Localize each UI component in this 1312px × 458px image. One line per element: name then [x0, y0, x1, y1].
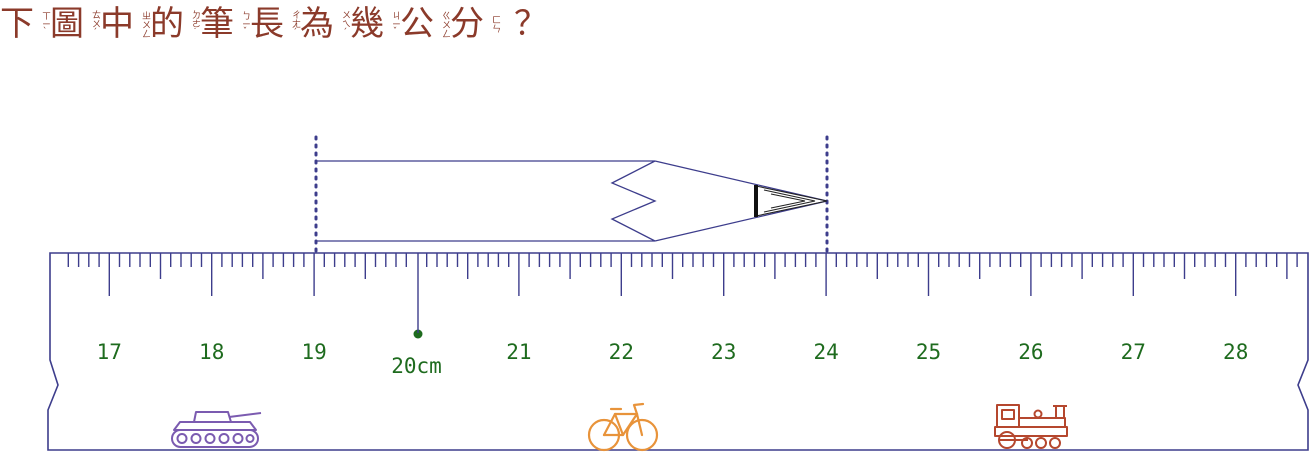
twenty-cm-marker-dot — [413, 329, 423, 339]
question-char: 幾 — [350, 4, 384, 44]
question-char: 為 — [300, 4, 334, 44]
question-char: 公 — [400, 4, 434, 44]
ruler-label: 21 — [506, 340, 531, 364]
ruler-label: 19 — [301, 340, 326, 364]
ruler-label: 27 — [1121, 340, 1146, 364]
ruler-label: 17 — [97, 340, 122, 364]
tank-icon — [171, 411, 262, 448]
question-mark: ？ — [514, 4, 548, 44]
question-zhuyin: ㄍㄨㄥ — [440, 10, 450, 38]
question-zhuyin: ㄈㄣ — [490, 15, 500, 33]
ruler-label: 24 — [813, 340, 838, 364]
question-zhuyin: ㄐㄧˇ — [390, 10, 400, 38]
ruler-body — [47, 252, 1309, 451]
question-char: 中 — [100, 4, 134, 44]
pencil-lead-lines — [755, 185, 828, 217]
ruler-label: 25 — [916, 340, 941, 364]
ruler-label: 20cm — [391, 354, 442, 378]
ruler-label: 28 — [1223, 340, 1248, 364]
question-zhuyin: ㄒㄧˋ — [40, 10, 50, 38]
question-char: 的 — [150, 4, 184, 44]
pencil-body — [316, 160, 657, 242]
locomotive-icon — [994, 404, 1068, 449]
question-char: 分 — [450, 4, 484, 44]
question-zhuyin: ㄅㄧˇ — [240, 10, 250, 38]
bicycle-icon — [587, 402, 659, 452]
ruler-labels: 17 18 19 20cm 21 22 23 24 25 26 27 28 — [97, 340, 1249, 378]
ruler-label: 22 — [609, 340, 634, 364]
question-zhuyin: ㄔㄤˊ — [290, 10, 300, 38]
ruler-label: 18 — [199, 340, 224, 364]
question-char: 筆 — [200, 4, 234, 44]
question-char: 長 — [250, 4, 284, 44]
ruler-ticks — [67, 253, 1298, 296]
question-zhuyin: ㄊㄨˊ — [90, 10, 100, 38]
question-char: 下 — [0, 4, 34, 44]
question-zhuyin: ㄨㄟˊ — [340, 10, 350, 38]
pencil-tip-cone — [654, 160, 828, 242]
ruler-label: 26 — [1018, 340, 1043, 364]
question-char: 圖 — [50, 4, 84, 44]
question-text: 下ㄒㄧˋ 圖ㄊㄨˊ 中ㄓㄨㄥ的ㄉㄜ˙ 筆ㄅㄧˇ 長ㄔㄤˊ 為ㄨㄟˊ 幾ㄐㄧˇ 公ㄍㄨㄥ分ㄈㄣ ？ — [0, 4, 548, 44]
question-zhuyin: ㄉㄜ˙ — [190, 10, 200, 38]
ruler-label: 23 — [711, 340, 736, 364]
question-zhuyin: ㄓㄨㄥ — [140, 10, 150, 38]
pencil — [316, 160, 828, 242]
